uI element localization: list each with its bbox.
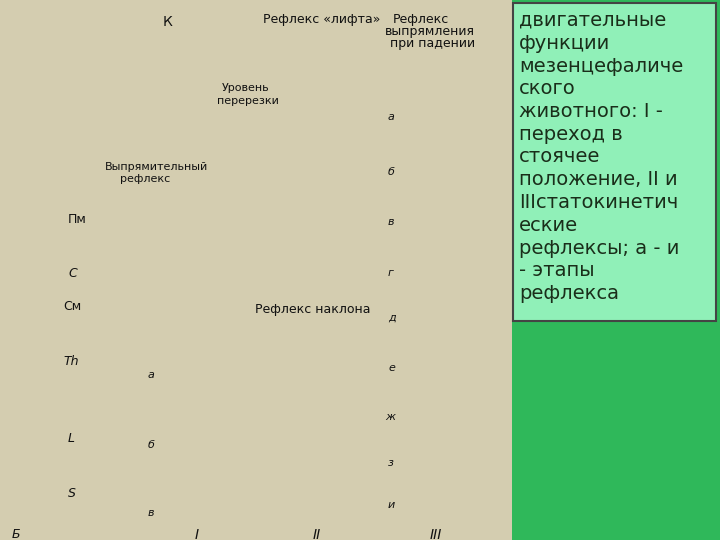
Text: при падении: при падении bbox=[390, 37, 475, 50]
Text: Б: Б bbox=[12, 528, 21, 540]
Text: Выпрямительный: Выпрямительный bbox=[105, 162, 208, 172]
Text: II: II bbox=[313, 528, 321, 540]
Text: Рефлекс: Рефлекс bbox=[393, 13, 449, 26]
Text: С: С bbox=[68, 267, 77, 280]
Text: б: б bbox=[388, 167, 395, 177]
FancyBboxPatch shape bbox=[513, 3, 716, 321]
Text: в: в bbox=[148, 508, 155, 518]
Text: а: а bbox=[148, 370, 155, 380]
Text: ж: ж bbox=[385, 412, 395, 422]
Text: S: S bbox=[68, 487, 76, 500]
Text: д: д bbox=[388, 313, 396, 323]
Text: I: I bbox=[195, 528, 199, 540]
Text: Пм: Пм bbox=[68, 213, 87, 226]
Text: Рефлекс «лифта»: Рефлекс «лифта» bbox=[263, 13, 380, 26]
Text: III: III bbox=[430, 528, 442, 540]
Text: См: См bbox=[63, 300, 81, 313]
Text: выпрямления: выпрямления bbox=[385, 25, 475, 38]
Text: Th: Th bbox=[63, 355, 78, 368]
Text: б: б bbox=[148, 440, 155, 450]
Text: а: а bbox=[388, 112, 395, 122]
Text: двигательные
функции
мезенцефаличе
ского
животного: I -
переход в
стоячее
положе: двигательные функции мезенцефаличе ского… bbox=[519, 11, 683, 303]
Text: з: з bbox=[388, 458, 394, 468]
Bar bbox=[0, 0, 512, 540]
Text: рефлекс: рефлекс bbox=[120, 174, 170, 184]
Text: перерезки: перерезки bbox=[217, 96, 279, 106]
Text: г: г bbox=[388, 268, 394, 278]
Text: Рефлекс наклона: Рефлекс наклона bbox=[255, 303, 371, 316]
Text: Уровень: Уровень bbox=[222, 83, 269, 93]
Text: е: е bbox=[388, 363, 395, 373]
Text: L: L bbox=[68, 432, 75, 445]
Text: в: в bbox=[388, 217, 395, 227]
Text: К: К bbox=[163, 15, 173, 29]
Text: и: и bbox=[388, 500, 395, 510]
